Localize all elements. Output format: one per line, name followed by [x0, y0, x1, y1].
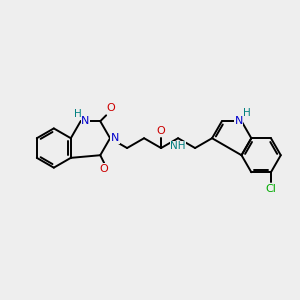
Text: N: N [234, 116, 243, 126]
Text: NH: NH [170, 141, 186, 151]
Text: N: N [81, 116, 90, 126]
Text: H: H [74, 110, 82, 119]
Text: O: O [157, 126, 165, 136]
Text: H: H [242, 108, 250, 118]
Text: O: O [100, 164, 109, 174]
Text: Cl: Cl [266, 184, 276, 194]
Text: O: O [107, 103, 116, 113]
Text: N: N [111, 133, 119, 143]
